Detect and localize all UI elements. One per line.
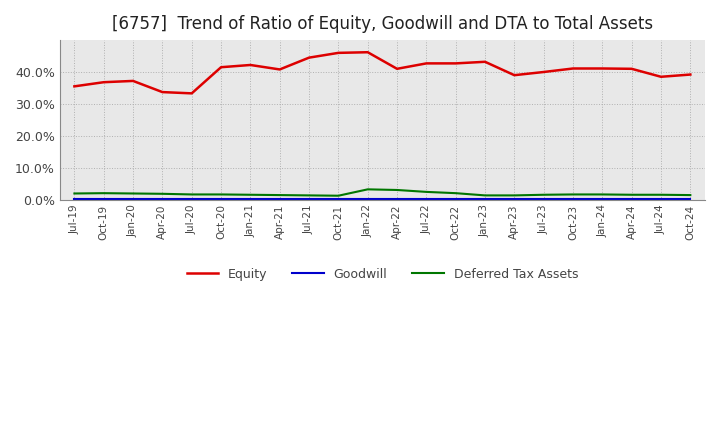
Equity (275, 67, 284, 72)
Goodwill (364, 197, 372, 202)
Goodwill (334, 197, 343, 202)
Deferred Tax Assets (510, 193, 518, 198)
Goodwill (686, 197, 695, 202)
Deferred Tax Assets (539, 192, 548, 198)
Equity (217, 65, 225, 70)
Deferred Tax Assets (187, 192, 196, 197)
Equity (539, 70, 548, 75)
Equity (99, 80, 108, 85)
Goodwill (392, 197, 401, 202)
Deferred Tax Assets (481, 193, 490, 198)
Goodwill (305, 197, 313, 202)
Title: [6757]  Trend of Ratio of Equity, Goodwill and DTA to Total Assets: [6757] Trend of Ratio of Equity, Goodwil… (112, 15, 653, 33)
Equity (686, 72, 695, 77)
Legend: Equity, Goodwill, Deferred Tax Assets: Equity, Goodwill, Deferred Tax Assets (181, 263, 583, 286)
Deferred Tax Assets (422, 189, 431, 194)
Deferred Tax Assets (598, 192, 607, 197)
Deferred Tax Assets (217, 192, 225, 197)
Equity (481, 59, 490, 64)
Equity (129, 78, 138, 84)
Line: Deferred Tax Assets: Deferred Tax Assets (74, 189, 690, 196)
Deferred Tax Assets (334, 193, 343, 198)
Equity (334, 50, 343, 55)
Equity (392, 66, 401, 71)
Deferred Tax Assets (275, 192, 284, 198)
Goodwill (627, 197, 636, 202)
Goodwill (539, 197, 548, 202)
Deferred Tax Assets (569, 192, 577, 197)
Equity (246, 62, 255, 68)
Deferred Tax Assets (657, 192, 665, 198)
Deferred Tax Assets (392, 187, 401, 193)
Goodwill (275, 197, 284, 202)
Equity (598, 66, 607, 71)
Goodwill (217, 197, 225, 202)
Goodwill (481, 197, 490, 202)
Deferred Tax Assets (99, 191, 108, 196)
Line: Equity: Equity (74, 52, 690, 93)
Equity (364, 50, 372, 55)
Goodwill (569, 197, 577, 202)
Goodwill (158, 197, 167, 202)
Equity (70, 84, 78, 89)
Deferred Tax Assets (686, 192, 695, 198)
Goodwill (598, 197, 607, 202)
Deferred Tax Assets (451, 191, 460, 196)
Equity (627, 66, 636, 71)
Deferred Tax Assets (364, 187, 372, 192)
Goodwill (70, 197, 78, 202)
Deferred Tax Assets (70, 191, 78, 196)
Equity (451, 61, 460, 66)
Equity (187, 91, 196, 96)
Deferred Tax Assets (305, 193, 313, 198)
Goodwill (657, 197, 665, 202)
Equity (510, 73, 518, 78)
Deferred Tax Assets (129, 191, 138, 196)
Equity (569, 66, 577, 71)
Deferred Tax Assets (158, 191, 167, 196)
Goodwill (451, 197, 460, 202)
Goodwill (510, 197, 518, 202)
Equity (422, 61, 431, 66)
Deferred Tax Assets (246, 192, 255, 198)
Deferred Tax Assets (627, 192, 636, 198)
Goodwill (99, 197, 108, 202)
Equity (305, 55, 313, 60)
Goodwill (129, 197, 138, 202)
Equity (657, 74, 665, 80)
Goodwill (246, 197, 255, 202)
Equity (158, 89, 167, 95)
Goodwill (422, 197, 431, 202)
Goodwill (187, 197, 196, 202)
